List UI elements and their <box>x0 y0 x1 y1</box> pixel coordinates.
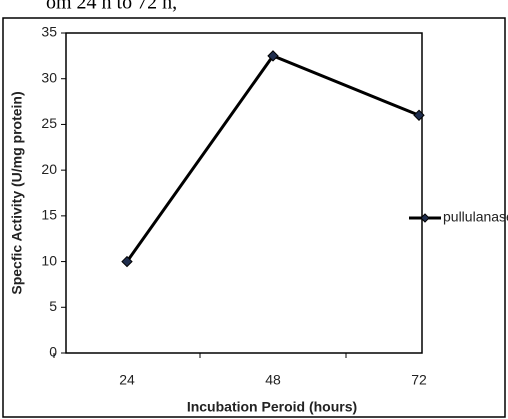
y-tick-label: 10 <box>41 252 57 268</box>
y-tick-label: 25 <box>41 115 57 131</box>
y-tick-label: 30 <box>41 69 57 85</box>
point <box>121 255 133 268</box>
y-axis-title: Specfic Activity (U/mg protein) <box>9 91 25 294</box>
plot-border <box>65 32 423 354</box>
x-tick-label: 24 <box>119 372 135 388</box>
x-axis-title: Incubation Peroid (hours) <box>187 399 357 415</box>
y-tick-label: 5 <box>49 298 57 314</box>
line <box>125 54 420 263</box>
x-tick-label: 48 <box>265 372 281 388</box>
caption: om 24 h to 72 h, <box>46 0 177 14</box>
legend-label: pullulanase <box>443 209 508 225</box>
y-tick-label: 15 <box>41 207 57 223</box>
y-tick-label: 35 <box>41 24 57 40</box>
x-tick-label: 72 <box>411 372 427 388</box>
y-tick-label: 0 <box>49 344 57 360</box>
y-tick-label: 20 <box>41 161 57 177</box>
legend-marker <box>420 213 430 223</box>
point <box>267 50 279 62</box>
point <box>413 109 425 121</box>
chart-border <box>2 17 506 418</box>
